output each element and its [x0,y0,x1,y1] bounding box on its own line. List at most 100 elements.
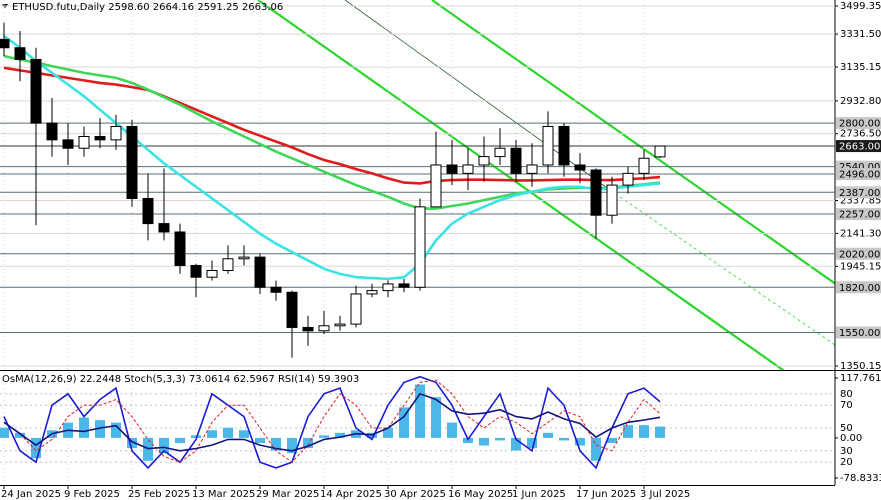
candle-body [190,264,202,278]
level-label: 1820.00 [839,283,880,294]
candle-body [654,145,666,158]
osma-bar [415,384,425,438]
y-tick-label: 2736.50 [840,129,881,140]
level-label: 2663.00 [839,142,880,153]
y2-tick-label: 50 [840,423,853,434]
indicator-title: OsMA(12,26,9) 22.2448 Stoch(5,3,3) 73.06… [2,374,359,385]
level-label: 2540.00 [839,162,880,173]
x-tick-label: 29 Mar 2025 [256,489,319,500]
candle-body [174,231,186,266]
candle-body [446,164,458,174]
y2-tick-label: 80 [840,389,853,400]
x-tick-label: 3 Jul 2025 [640,489,690,500]
candle-body [430,164,442,208]
osma-bar [175,437,185,443]
osma-bar [159,437,169,454]
osma-bar [239,430,249,438]
x-tick-label: 16 May 2025 [448,489,513,500]
candle-body [270,286,282,293]
candle-body [462,164,474,174]
candle-body [590,169,602,216]
candle-body [414,206,426,288]
level-label-box [836,326,881,339]
candle-body [222,258,234,272]
candle-body [318,325,330,332]
osma-bar [559,437,569,441]
osma-bar [623,425,633,438]
candle-body [334,323,346,327]
level-label: 1550.00 [839,328,880,339]
level-label-box [836,117,881,130]
candle-body [206,270,218,278]
candle-body [62,139,74,149]
osma-bar [447,422,457,438]
candle-body [46,122,58,141]
y-tick-label: 2932.80 [840,96,881,107]
candle-body [366,290,378,295]
level-label: 2496.00 [839,170,880,181]
candle-body [30,58,42,124]
osma-bar [639,425,649,438]
level-label: 2800.00 [839,119,880,130]
osma-bar [383,427,393,438]
osma-bar [127,437,137,449]
osma-bar [607,437,617,443]
candle-body [494,147,506,158]
y-tick-label: 1350.15 [840,361,881,372]
level-label-box [836,168,881,181]
osma-bar [111,422,121,438]
channel-line [257,0,785,370]
osma-bar [143,437,153,461]
y-tick-label: 117.7619 [840,373,881,384]
x-tick-label: 14 Apr 2025 [320,489,382,500]
y2-tick-label: 30 [840,446,853,457]
candle-body [542,125,554,166]
candle-body [238,256,250,260]
level-label-box [836,140,881,153]
x-tick-label: 1 Jun 2025 [512,489,566,500]
candle-body [254,256,266,288]
candle-body [158,223,170,233]
chart-title: ETHUSD.futu,Daily 2598.60 2664.16 2591.2… [12,2,283,13]
candle-body [94,136,106,141]
y-tick-label: 0.00 [840,433,862,444]
candle-body [126,125,138,199]
level-label-box [836,208,881,221]
candle-body [526,164,538,174]
candle-body [398,283,410,288]
x-tick-label: 25 Feb 2025 [128,489,190,500]
osma-bar [15,432,25,438]
osma-bar [0,427,9,438]
candle-body [78,136,90,149]
osma-bar [303,437,313,449]
candle-body [638,157,650,174]
osma-bar [95,420,105,438]
x-tick-label: 9 Feb 2025 [64,489,120,500]
osma-bar [543,432,553,438]
candle-body [606,184,618,216]
level-label-box [836,186,881,199]
osma-bar [335,432,345,438]
level-label-box [836,281,881,294]
candle-body [510,147,522,174]
level-label: 2257.00 [839,210,880,221]
y-tick-label: -78.8333 [840,473,881,484]
y-tick-label: 2337.85 [840,196,881,207]
osma-bar [191,435,201,438]
osma-bar [655,426,665,438]
candle-body [558,125,570,166]
y-tick-label: 3499.35 [840,1,881,12]
indicator-line [3,379,661,463]
candle-body [622,172,634,186]
osma-bar [79,417,89,438]
osma-bar [511,437,521,451]
candle-body [478,156,490,166]
osma-bar [591,437,601,461]
level-label: 2020.00 [839,249,880,260]
osma-bar [223,427,233,438]
y-tick-label: 1945.15 [840,261,881,272]
osma-bar [479,437,489,446]
candle-body [0,38,10,49]
level-label-box [836,247,881,260]
